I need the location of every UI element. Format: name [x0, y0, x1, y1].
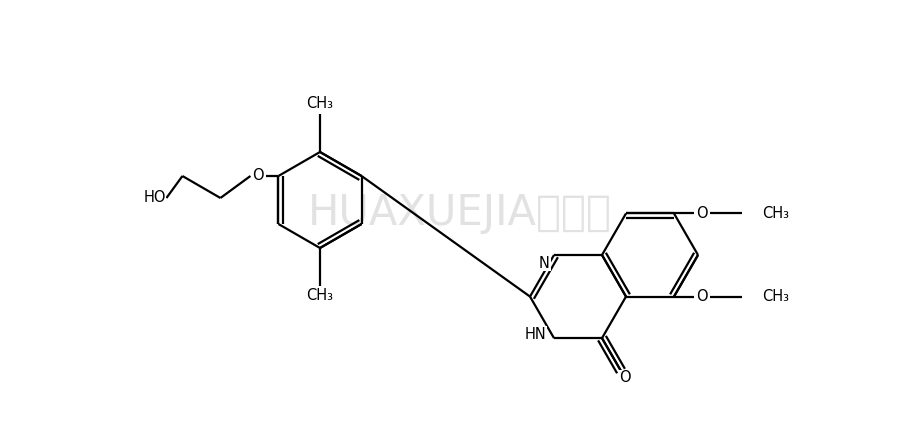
Text: HUAXUEJIA化学加: HUAXUEJIA化学加: [308, 192, 611, 234]
Text: N: N: [539, 256, 550, 271]
Text: CH₃: CH₃: [761, 206, 789, 221]
Text: HO: HO: [143, 190, 165, 205]
Text: CH₃: CH₃: [761, 289, 789, 304]
Text: HN: HN: [524, 327, 545, 342]
Text: CH₃: CH₃: [306, 97, 333, 112]
Text: CH₃: CH₃: [306, 288, 333, 303]
Text: O: O: [696, 289, 707, 304]
Text: O: O: [253, 169, 264, 184]
Text: O: O: [618, 371, 630, 386]
Text: O: O: [696, 206, 707, 221]
